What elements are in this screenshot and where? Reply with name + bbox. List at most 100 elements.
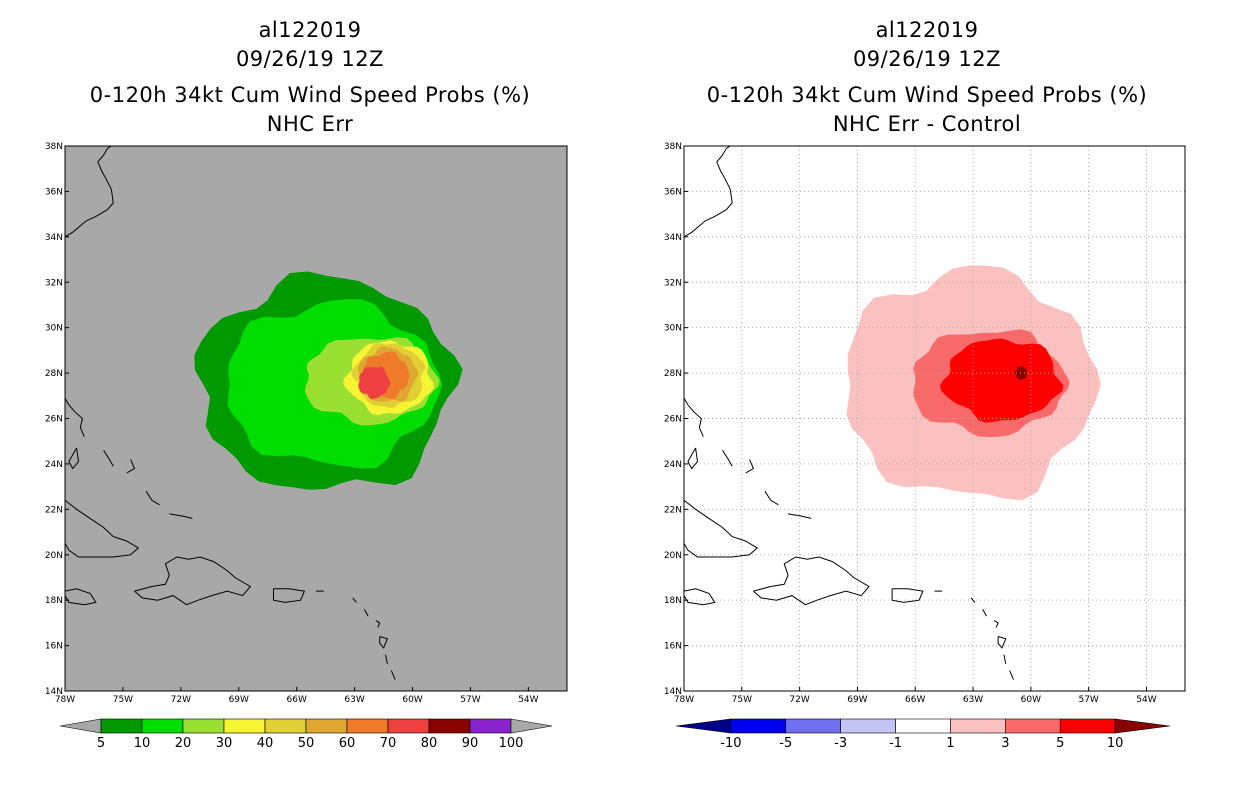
colorbar-label--1: -1 xyxy=(889,736,902,751)
colorbar-swatch-1 xyxy=(100,718,143,734)
colorbar-label-1: 1 xyxy=(946,736,954,751)
colorbar-label-10: 10 xyxy=(1107,736,1124,751)
y-tick-label-24N: 24N xyxy=(45,460,63,470)
colorbar-label-30: 30 xyxy=(216,736,233,751)
y-tick-label-20N: 20N xyxy=(45,551,63,561)
x-tick-label-78W: 78W xyxy=(55,695,75,705)
colorbar-label--10: -10 xyxy=(720,736,741,751)
coastline-left-7 xyxy=(65,499,140,558)
y-tick-label-16N: 16N xyxy=(45,642,63,652)
y-tick-label-34N: 34N xyxy=(664,233,682,243)
x-tick-label-54W: 54W xyxy=(518,695,538,705)
contour-right-5 xyxy=(939,338,1064,423)
plot-area-right xyxy=(684,146,1185,691)
panel-right: 78W 75W 72W 69W 66W 63W 60W 57W 54W 14N 16N 18N 20N 2… xyxy=(664,142,1186,705)
x-tick-label-60W: 60W xyxy=(402,695,422,705)
coastline-right-12 xyxy=(970,597,976,603)
x-tick-label-54W: 54W xyxy=(1136,695,1156,705)
coastline-right-7 xyxy=(684,499,759,558)
coastline-right-10 xyxy=(891,588,924,603)
coastline-right-9 xyxy=(684,588,716,606)
colorbar-label-50: 50 xyxy=(298,736,315,751)
right-title-product: 0-120h 34kt Cum Wind Speed Probs (%) xyxy=(706,83,1148,107)
coastline-right-17 xyxy=(1009,670,1014,680)
y-tick-label-38N: 38N xyxy=(45,142,63,152)
right-title-storm: al122019 xyxy=(875,18,979,42)
coastline-right-6 xyxy=(788,513,812,519)
colorbar-label-3: 3 xyxy=(1001,736,1009,751)
colorbar-swatch-1 xyxy=(730,718,787,734)
coastline-left-6 xyxy=(169,513,193,519)
colorbar-swatch-8 xyxy=(387,718,430,734)
colorbar-label-40: 40 xyxy=(257,736,274,751)
coastline-right-4 xyxy=(745,459,755,474)
y-tick-label-30N: 30N xyxy=(664,324,682,334)
x-tick-label-63W: 63W xyxy=(344,695,364,705)
x-tick-label-57W: 57W xyxy=(1078,695,1098,705)
y-tick-label-14N: 14N xyxy=(664,687,682,697)
left-title-product: 0-120h 34kt Cum Wind Speed Probs (%) xyxy=(89,83,531,107)
right-title: al122019 09/26/19 12Z 0-120h 34kt Cum Wi… xyxy=(677,16,1177,139)
colorbar-label--3: -3 xyxy=(834,736,847,751)
colorbar-arrow-left xyxy=(675,718,732,734)
colorbar-label-10: 10 xyxy=(134,736,151,751)
coastline-right-14 xyxy=(993,620,999,628)
colorbar-swatch-3 xyxy=(840,718,896,734)
coastline-left-4 xyxy=(126,459,136,474)
coastline-left-5 xyxy=(145,490,160,506)
coastline-right-3 xyxy=(722,450,733,467)
panel-left: 78W 75W 72W 69W 66W 63W 60W 57W 54W 14N 16N 18N 20N 2… xyxy=(45,142,568,705)
coastline-left-16 xyxy=(385,654,388,664)
coastline-left-17 xyxy=(390,670,396,680)
x-tick-label-63W: 63W xyxy=(963,695,983,705)
colorbar-label-80: 80 xyxy=(421,736,438,751)
colorbar-label-90: 90 xyxy=(462,736,479,751)
y-tick-label-20N: 20N xyxy=(664,551,682,561)
y-tick-label-26N: 26N xyxy=(45,415,63,425)
coastline-right-8 xyxy=(753,556,870,606)
colorbar-label-100: 100 xyxy=(499,736,524,751)
coastline-right-1 xyxy=(684,397,704,437)
contour-left-70 xyxy=(358,366,391,400)
colorbar-label-70: 70 xyxy=(380,736,397,751)
y-tick-label-16N: 16N xyxy=(664,642,682,652)
coastline-left-3 xyxy=(103,450,114,467)
x-tick-label-75W: 75W xyxy=(113,695,133,705)
x-tick-label-66W: 66W xyxy=(287,695,307,705)
y-tick-label-30N: 30N xyxy=(45,324,63,334)
x-tick-label-78W: 78W xyxy=(674,695,694,705)
x-tick-label-57W: 57W xyxy=(460,695,480,705)
colorbar-swatch-4 xyxy=(895,718,951,734)
coastline-left-13 xyxy=(363,609,369,617)
colorbar-label--5: -5 xyxy=(779,736,792,751)
y-tick-label-26N: 26N xyxy=(664,415,682,425)
y-tick-label-38N: 38N xyxy=(664,142,682,152)
coastline-right-0 xyxy=(684,146,733,238)
colorbar-label-20: 20 xyxy=(175,736,192,751)
y-tick-label-24N: 24N xyxy=(664,460,682,470)
colorbar-swatch-2 xyxy=(141,718,184,734)
y-tick-label-22N: 22N xyxy=(664,505,682,515)
colorbar-swatch-2 xyxy=(785,718,841,734)
coastline-left-8 xyxy=(134,556,252,606)
coastline-left-14 xyxy=(375,620,381,628)
coastline-right-15 xyxy=(997,636,1007,649)
x-tick-label-66W: 66W xyxy=(905,695,925,705)
colorbar-swatch-5 xyxy=(950,718,1006,734)
y-tick-label-32N: 32N xyxy=(45,278,63,288)
colorbar-swatch-6 xyxy=(1005,718,1061,734)
coastline-left-0 xyxy=(65,146,114,238)
coastline-left-1 xyxy=(65,397,85,437)
y-tick-label-36N: 36N xyxy=(664,187,682,197)
colorbar-swatch-9 xyxy=(428,718,471,734)
colorbar-swatch-6 xyxy=(305,718,348,734)
x-tick-label-75W: 75W xyxy=(732,695,752,705)
colorbar-swatch-7 xyxy=(346,718,389,734)
colorbar-left: 5 10 20 30 40 50 60 70 80 90 100 xyxy=(59,718,553,751)
left-title: al122019 09/26/19 12Z 0-120h 34kt Cum Wi… xyxy=(60,16,560,139)
y-tick-label-32N: 32N xyxy=(664,278,682,288)
y-tick-label-28N: 28N xyxy=(664,369,682,379)
colorbar-label-60: 60 xyxy=(339,736,356,751)
coastline-left-2 xyxy=(68,447,80,470)
